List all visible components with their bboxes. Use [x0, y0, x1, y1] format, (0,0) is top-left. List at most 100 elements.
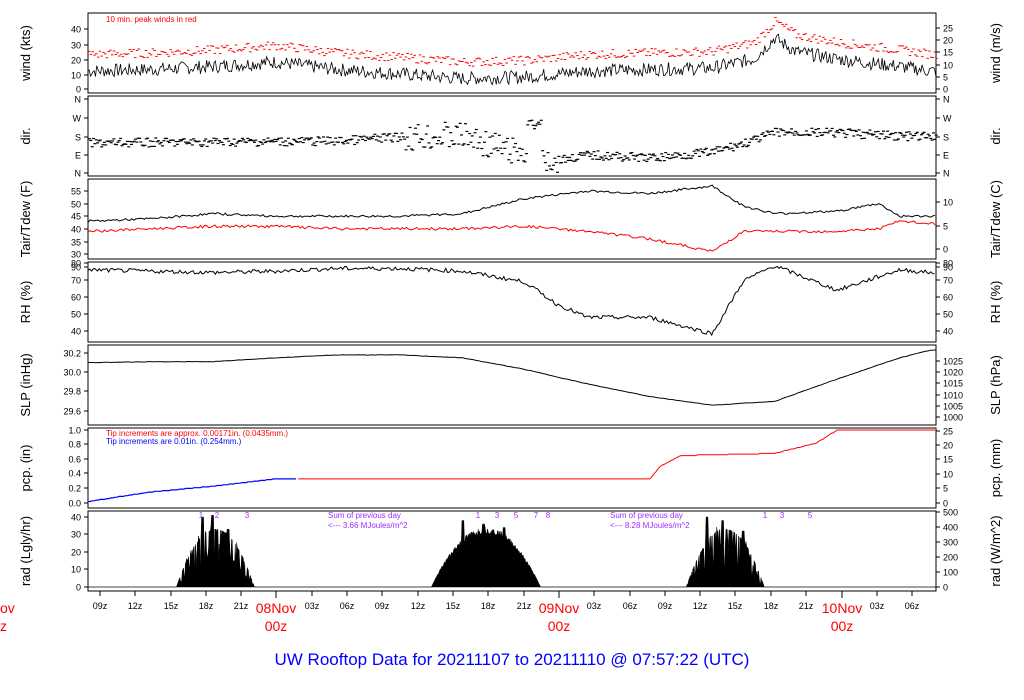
day-label-cut-hour: z: [0, 618, 7, 634]
precip-red-line: [298, 429, 935, 480]
x-tick-label: 03z: [305, 601, 320, 611]
y-tick-left: N: [75, 95, 82, 105]
panel-pcp: 0.0 0.2 0.4 0.6 0.8 1.0 0 5 10 15 20 25 pcp. (in) pcp…: [18, 426, 1003, 509]
sun-mark: 1: [476, 511, 481, 520]
y-tick-right: 5: [943, 73, 948, 83]
y-tick-right: N: [943, 169, 950, 179]
x-tick-label: 03z: [870, 601, 885, 611]
y-tick-right: E: [943, 151, 949, 161]
precip-note-1: Tip increments are approx. 0.00171in. (0…: [106, 429, 288, 438]
x-tick-label: 18z: [481, 601, 496, 611]
radiation-area: [88, 515, 936, 588]
wind-speed-line: [87, 33, 937, 86]
radiation-sum-label-2: Sum of previous day: [610, 511, 683, 520]
panel-wind: 0 10 20 30 40 0 5 10 15 20 25 wind (kts) wind (m/s): [18, 12, 1003, 95]
y-tick-left: 1.0: [68, 426, 81, 436]
y-tick-left: 40: [71, 327, 81, 337]
dewpoint-line: [87, 220, 936, 252]
y-tick-left: 0: [76, 583, 81, 593]
y-tick-right: 1025: [943, 357, 963, 367]
y-tick-left: 0.8: [68, 440, 81, 450]
radiation-sum-value-1: <--- 3.66 MJoules/m^2: [328, 521, 408, 530]
x-tick-label: 06z: [905, 601, 920, 611]
x-tick-label: 18z: [764, 601, 779, 611]
y-tick-left: 29.6: [63, 407, 81, 417]
y-tick-left: 40: [71, 225, 81, 235]
chart-title: UW Rooftop Data for 20211107 to 20211110…: [275, 650, 750, 669]
x-tick-label: 15z: [728, 601, 743, 611]
y-tick-right: 300: [943, 538, 958, 548]
y-tick-right: W: [943, 114, 952, 124]
y-tick-left: 55: [71, 187, 81, 197]
y-tick-left: 50: [71, 310, 81, 320]
x-tick-label: 06z: [623, 601, 638, 611]
y-tick-right: 25: [943, 24, 953, 34]
y-tick-right: 400: [943, 523, 958, 533]
x-tick-label: 21z: [799, 601, 814, 611]
y-tick-right: 5: [943, 222, 948, 232]
y-tick-left: W: [73, 114, 82, 124]
y-tick-left: 70: [71, 276, 81, 286]
x-tick-label: 15z: [164, 601, 179, 611]
y-tick-right: 15: [943, 455, 953, 465]
y-axis-label-right: rad (W/m^2): [988, 515, 1003, 586]
wind-note: 10 min. peak winds in red: [106, 15, 197, 24]
sun-mark: 2: [215, 511, 220, 520]
x-tick-label: 09z: [93, 601, 108, 611]
y-tick-right: 10: [943, 198, 953, 208]
sun-mark: 5: [514, 511, 519, 520]
y-tick-right: 10: [943, 61, 953, 71]
y-tick-right: 20: [943, 36, 953, 46]
y-tick-right: 200: [943, 553, 958, 563]
y-axis-label-left: pcp. (in): [18, 445, 33, 492]
x-tick-label: 18z: [199, 601, 214, 611]
y-tick-right: 0: [943, 583, 948, 593]
y-tick-left: 45: [71, 212, 81, 222]
y-tick-left: 60: [71, 293, 81, 303]
y-tick-right: 20: [943, 441, 953, 451]
y-tick-right: 100: [943, 568, 958, 578]
y-axis-label-left: SLP (inHg): [18, 353, 33, 416]
sun-mark: 8: [546, 511, 551, 520]
sun-mark: 5: [808, 511, 813, 520]
y-tick-left: 40: [71, 25, 81, 35]
y-tick-left: 0.0: [68, 499, 81, 509]
wind-peak-marks: [88, 17, 938, 67]
x-tick-label: 09z: [375, 601, 390, 611]
y-axis-label-left: Tair/Tdew (F): [18, 181, 33, 258]
y-tick-right: 1010: [943, 391, 963, 401]
y-tick-right: 25: [943, 427, 953, 437]
y-tick-left: 30: [71, 41, 81, 51]
y-tick-right: 60: [943, 293, 953, 303]
y-tick-left: E: [75, 151, 81, 161]
y-tick-left: 90: [71, 263, 81, 273]
y-axis-label-left: rad (Lgly/hr): [18, 516, 33, 586]
y-axis-label-right: dir.: [988, 127, 1003, 144]
day-label-cut: ov: [0, 600, 15, 616]
day-label-hour: 00z: [265, 618, 288, 634]
y-tick-left: 0: [76, 85, 81, 95]
y-tick-right: 1005: [943, 402, 963, 412]
y-axis-label-right: pcp. (mm): [988, 439, 1003, 498]
y-tick-right: 40: [943, 327, 953, 337]
day-label-hour: 00z: [831, 618, 854, 634]
radiation-sum-value-2: <--- 8.28 MJoules/m^2: [610, 521, 690, 530]
day-label: 09Nov: [539, 600, 579, 616]
y-axis-label-right: wind (m/s): [988, 23, 1003, 84]
precip-blue-line: [88, 478, 297, 503]
y-tick-left: 30: [71, 530, 81, 540]
y-tick-left: 10: [71, 565, 81, 575]
y-tick-left: N: [75, 169, 82, 179]
x-tick-label: 12z: [411, 601, 426, 611]
y-tick-right: 50: [943, 310, 953, 320]
day-label: 08Nov: [256, 600, 296, 616]
sun-mark: 7: [534, 511, 539, 520]
y-tick-left: 0.6: [68, 455, 81, 465]
relative-humidity-line: [87, 265, 935, 337]
x-tick-label: 21z: [234, 601, 249, 611]
sun-mark: 3: [780, 511, 785, 520]
y-axis-label-left: dir.: [18, 127, 33, 144]
